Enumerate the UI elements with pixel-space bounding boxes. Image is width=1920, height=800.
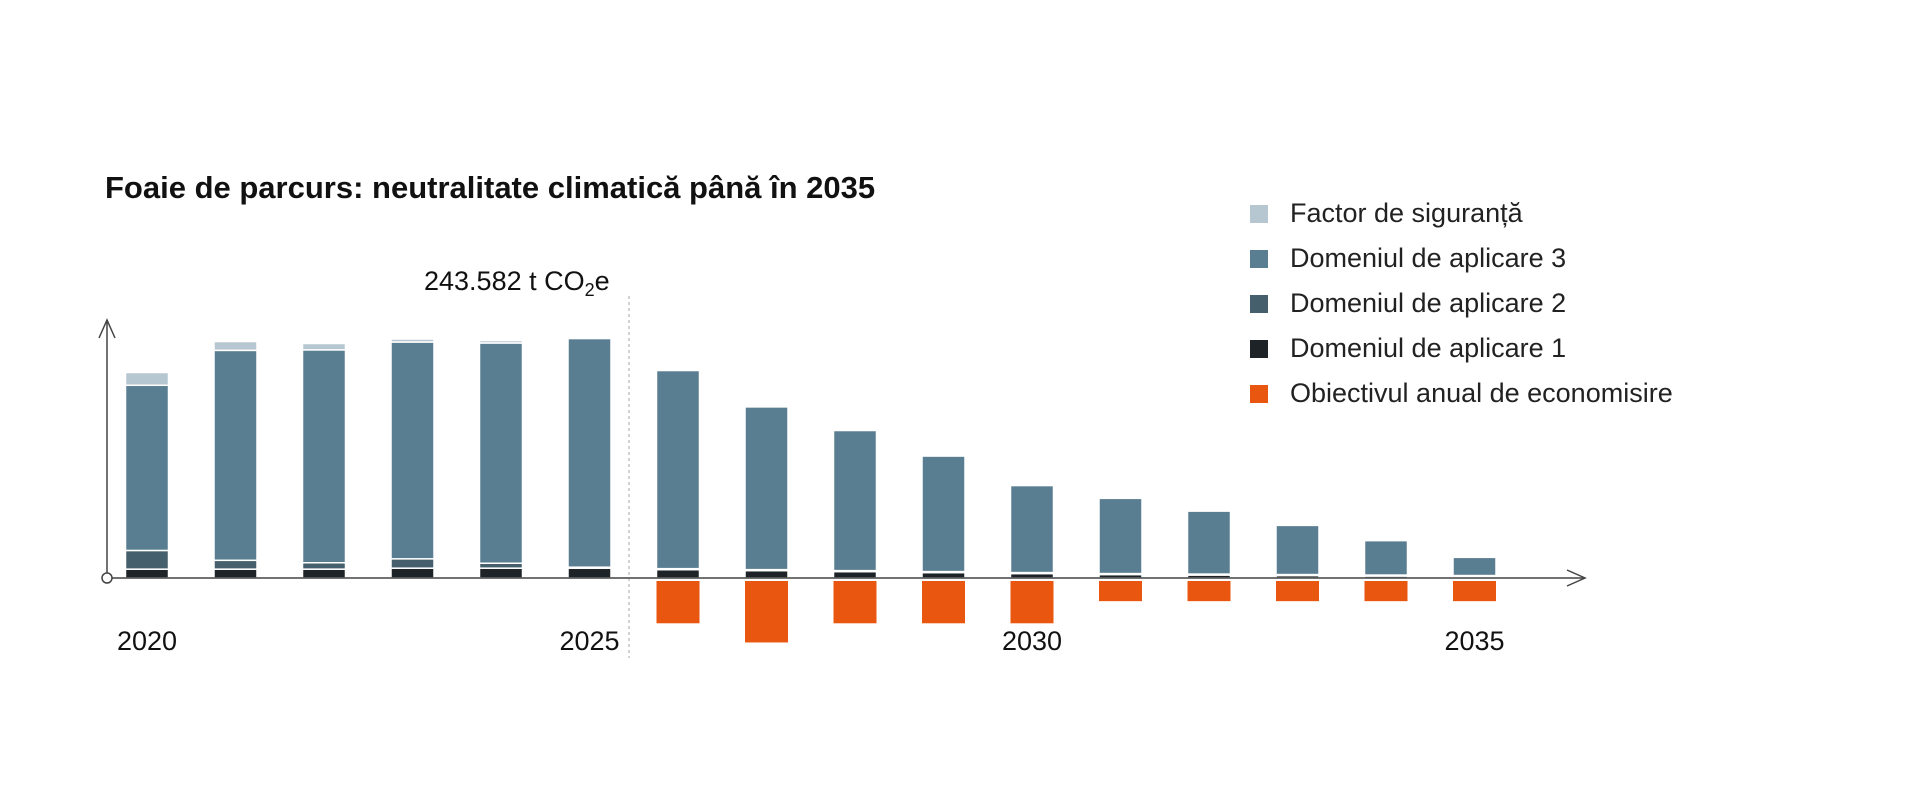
bar-savings-2028: [833, 581, 877, 624]
bar-savings-2027: [745, 581, 788, 643]
bar-scope1-2028: [832, 570, 878, 579]
bar-scope3-2034: [1363, 539, 1409, 576]
bar-scope3-2023: [390, 341, 435, 560]
y-axis-arrow-icon: [98, 318, 116, 339]
legend-swatch-savings: [1250, 385, 1268, 403]
legend-swatch-safety: [1250, 205, 1268, 223]
bar-scope1-2026: [655, 568, 701, 579]
legend: Factor de siguranță Domeniul de aplicare …: [1250, 198, 1673, 408]
bar-scope2-2020: [124, 549, 170, 570]
bar-scope1-2025: [567, 567, 612, 579]
bar-scope3-2024: [478, 342, 524, 564]
bar-scope2-2023: [390, 558, 435, 569]
bar-scope3-2022: [301, 349, 347, 564]
bar-savings-2034: [1364, 581, 1408, 602]
annotation-subscript: 2: [585, 280, 595, 300]
x-tick-label-2030: 2030: [1002, 626, 1062, 656]
annotation-value: 243.582 t CO: [424, 266, 585, 296]
bar-safety-2022: [301, 342, 347, 351]
bar-safety-2023: [390, 338, 435, 343]
bar-scope3-2025: [567, 337, 612, 568]
legend-swatch-scope3: [1250, 250, 1268, 268]
legend-label-savings: Obiectivul anual de economisire: [1290, 378, 1673, 408]
bar-scope3-2021: [213, 349, 258, 562]
annotation-suffix: e: [595, 266, 610, 296]
bar-savings-2032: [1187, 581, 1231, 602]
bar-safety-2020: [124, 371, 170, 387]
bar-savings-2026: [656, 581, 700, 624]
legend-swatch-scope1: [1250, 340, 1268, 358]
bar-savings-2033: [1276, 581, 1319, 602]
legend-label-scope2: Domeniul de aplicare 2: [1290, 288, 1566, 318]
bar-scope3-2032: [1186, 510, 1232, 575]
bar-scope1-2027: [744, 569, 789, 579]
x-axis-arrow-icon: [1566, 569, 1587, 587]
bar-scope2-2022: [301, 562, 347, 570]
bar-savings-2031: [1099, 581, 1142, 602]
bar-scope1-2029: [921, 571, 966, 579]
bars-layer: [124, 337, 1497, 643]
bar-scope3-2026: [655, 369, 701, 570]
bar-savings-2030: [1010, 581, 1054, 624]
x-tick-label-2020: 2020: [117, 626, 177, 656]
bar-scope3-2031: [1098, 497, 1143, 575]
bar-scope3-2028: [832, 429, 878, 572]
legend-swatch-scope2: [1250, 295, 1268, 313]
legend-label-safety: Factor de siguranță: [1290, 198, 1524, 228]
chart-title: Foaie de parcurs: neutralitate climatică…: [105, 170, 875, 205]
bar-safety-2024: [478, 339, 524, 344]
axes: [98, 318, 1587, 587]
total-emissions-annotation: 243.582 t CO2e: [424, 266, 610, 300]
bar-scope3-2020: [124, 384, 170, 552]
legend-label-scope1: Domeniul de aplicare 1: [1290, 333, 1566, 363]
bar-scope1-2022: [301, 568, 347, 579]
bar-scope3-2029: [921, 455, 966, 573]
bar-savings-2029: [922, 581, 965, 624]
bar-scope3-2035: [1452, 556, 1497, 577]
legend-label-scope3: Domeniul de aplicare 3: [1290, 243, 1566, 273]
bar-safety-2021: [213, 340, 258, 352]
origin-marker-icon: [101, 572, 113, 584]
bar-savings-2035: [1453, 581, 1496, 602]
bar-scope3-2033: [1275, 524, 1320, 576]
x-tick-labels: 2020 2025 2030 2035: [117, 626, 1505, 656]
x-tick-label-2035: 2035: [1444, 626, 1504, 656]
bar-scope2-2021: [213, 559, 258, 570]
bar-scope1-2021: [213, 568, 258, 579]
bar-scope1-2024: [478, 567, 524, 579]
bar-scope1-2023: [390, 567, 435, 579]
x-tick-label-2025: 2025: [559, 626, 619, 656]
bar-scope3-2030: [1009, 484, 1055, 574]
bar-scope3-2027: [744, 406, 789, 571]
bar-scope1-2020: [124, 568, 170, 579]
